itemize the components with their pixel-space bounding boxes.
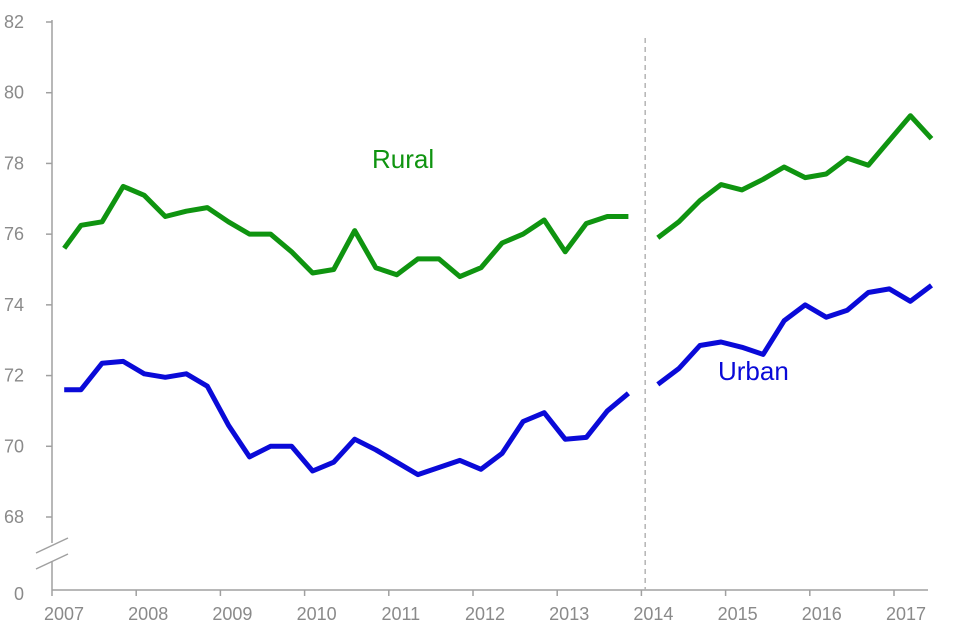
axis-break-slash bbox=[35, 553, 69, 570]
series-line-urban bbox=[64, 358, 631, 478]
series-line-rural bbox=[62, 183, 629, 280]
axis-break-slash bbox=[35, 537, 69, 554]
x-tick-label: 2015 bbox=[718, 604, 758, 624]
x-tick-label: 2017 bbox=[886, 604, 926, 624]
y-tick-label: 70 bbox=[4, 436, 24, 456]
y-tick-label: 74 bbox=[4, 295, 24, 315]
x-tick-label: 2009 bbox=[212, 604, 252, 624]
x-axis-ticks: 2007 2008 2009 2010 2011 2012 2013 2014 2015 2016… bbox=[44, 590, 926, 624]
x-tick-label: 2008 bbox=[128, 604, 168, 624]
y-tick-label: 82 bbox=[4, 12, 24, 32]
x-tick-label: 2013 bbox=[549, 604, 589, 624]
x-tick-label: 2012 bbox=[465, 604, 505, 624]
series-urban bbox=[64, 283, 934, 478]
x-tick-label: 2011 bbox=[381, 604, 420, 624]
x-tick-label: 2014 bbox=[633, 604, 673, 624]
y-tick-label: 72 bbox=[4, 366, 24, 386]
y-axis-break-marks bbox=[35, 537, 69, 570]
x-tick-label: 2016 bbox=[802, 604, 842, 624]
series-line-urban bbox=[656, 283, 934, 387]
series-label-rural: Rural bbox=[372, 144, 434, 174]
y-tick-label: 80 bbox=[4, 83, 24, 103]
y-axis-ticks: 82 80 78 76 74 72 70 68 bbox=[4, 12, 52, 527]
series-label-urban: Urban bbox=[718, 356, 789, 386]
y-tick-label-zero: 0 bbox=[14, 584, 24, 604]
series-line-rural bbox=[656, 113, 934, 240]
y-tick-label: 68 bbox=[4, 507, 24, 527]
y-tick-label: 78 bbox=[4, 153, 24, 173]
y-tick-label: 76 bbox=[4, 224, 24, 244]
x-tick-label: 2010 bbox=[297, 604, 337, 624]
series-layer bbox=[62, 113, 934, 478]
x-tick-label: 2007 bbox=[44, 604, 84, 624]
series-rural bbox=[62, 113, 934, 280]
